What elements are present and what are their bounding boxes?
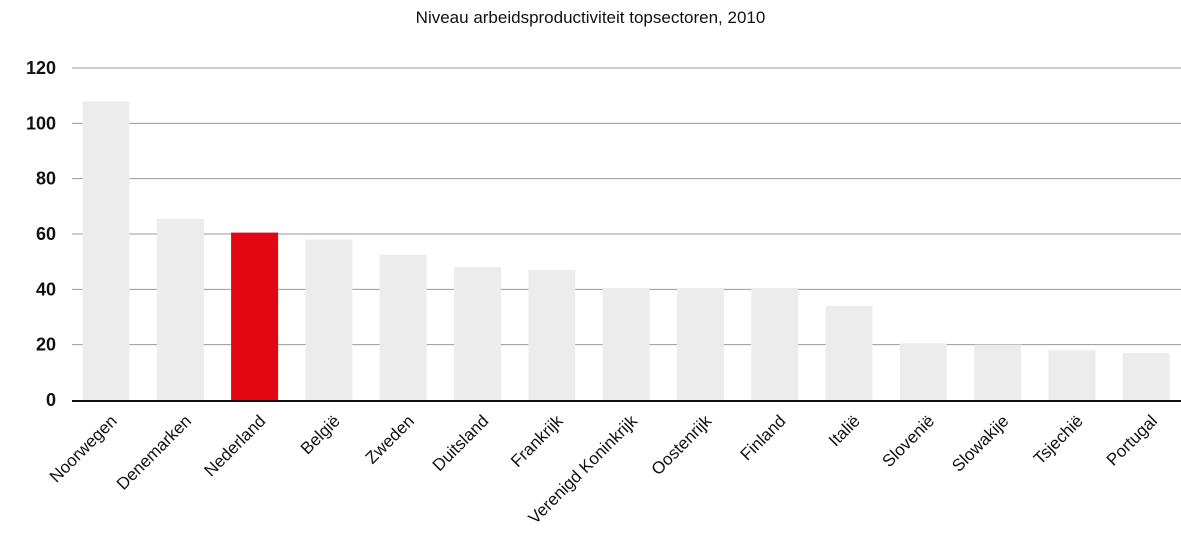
x-tick-label: Nederland — [201, 411, 270, 480]
bar-belgië — [305, 239, 353, 400]
bar-tsjechië — [1048, 350, 1096, 400]
y-tick-label: 120 — [26, 58, 56, 78]
y-tick-label: 60 — [36, 224, 56, 244]
y-axis-ticks: 0 20 40 60 80 100 120 — [26, 58, 56, 410]
x-tick-label: Zweden — [362, 411, 418, 467]
y-tick-label: 80 — [36, 169, 56, 189]
x-tick-label: België — [297, 411, 344, 458]
bar-nederland — [231, 232, 279, 400]
bar-slovenië — [899, 343, 947, 400]
x-tick-label: Slowakije — [948, 411, 1012, 475]
x-tick-label: Oostenrijk — [648, 411, 716, 479]
bar-noorwegen — [82, 101, 130, 400]
bars — [82, 101, 1170, 401]
y-tick-label: 100 — [26, 113, 56, 133]
x-tick-label: Duitsland — [429, 411, 493, 475]
bar-denemarken — [156, 218, 204, 400]
x-tick-label: Denemarken — [113, 411, 195, 493]
bar-italië — [825, 305, 873, 400]
bar-portugal — [1122, 353, 1170, 400]
bar-verenigd-koninkrijk — [602, 287, 650, 400]
x-tick-label: Portugal — [1103, 411, 1161, 469]
y-tick-label: 0 — [46, 390, 56, 410]
x-tick-label: Finland — [737, 411, 790, 464]
bar-duitsland — [454, 267, 501, 400]
x-tick-label: Frankrijk — [507, 411, 567, 471]
x-tick-label: Slovenië — [879, 411, 939, 471]
bar-zweden — [379, 254, 427, 401]
bar-finland — [751, 287, 799, 400]
x-tick-label: Tsjechië — [1030, 411, 1087, 468]
y-tick-label: 20 — [36, 335, 56, 355]
x-tick-label: Noorwegen — [46, 411, 121, 486]
y-tick-label: 40 — [36, 279, 56, 299]
chart-title: Niveau arbeidsproductiviteit topsectoren… — [415, 8, 766, 27]
bar-oostenrijk — [676, 287, 724, 400]
bar-slowakije — [974, 344, 1022, 400]
x-tick-label: Italië — [825, 411, 864, 450]
bar-frankrijk — [528, 270, 576, 400]
